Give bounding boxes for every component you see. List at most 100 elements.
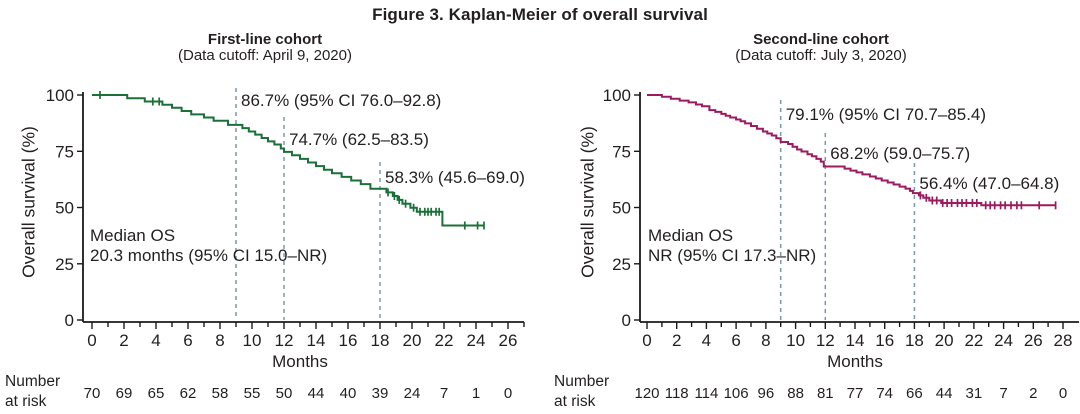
figure-title: Figure 3. Kaplan-Meier of overall surviv… bbox=[372, 5, 708, 24]
number-at-risk-value: 62 bbox=[180, 385, 197, 402]
median-os-annotation: Median OS 20.3 months (95% CI 15.0–NR) bbox=[90, 226, 327, 266]
data-cutoff: (Data cutoff: July 3, 2020) bbox=[735, 47, 907, 64]
number-at-risk-value: 31 bbox=[966, 385, 983, 402]
landmark-label: 68.2% (59.0–75.7) bbox=[830, 144, 970, 163]
number-at-risk-value: 96 bbox=[758, 385, 775, 402]
x-tick-label: 20 bbox=[403, 331, 422, 350]
x-axis-title: Months bbox=[272, 352, 328, 371]
cohort-title: First-line cohort bbox=[207, 31, 323, 48]
landmark-label: 74.7% (62.5–83.5) bbox=[289, 130, 429, 149]
number-at-risk-values: 70 69 65 62 58 55 50 44 40 39 24 7 1 0 bbox=[84, 385, 513, 402]
y-tick-label: 25 bbox=[55, 255, 74, 274]
x-tick-label: 16 bbox=[875, 331, 894, 350]
number-at-risk-label-line2: at risk bbox=[5, 393, 47, 410]
x-tick-label: 8 bbox=[761, 331, 770, 350]
number-at-risk-value: 77 bbox=[847, 385, 864, 402]
number-at-risk-value: 81 bbox=[817, 385, 834, 402]
number-at-risk-label: Number at risk bbox=[5, 372, 60, 412]
x-tick-label: 10 bbox=[786, 331, 805, 350]
x-tick-label: 4 bbox=[151, 331, 160, 350]
y-tick-label: 50 bbox=[612, 199, 631, 218]
x-tick-label: 8 bbox=[215, 331, 224, 350]
y-tick-label: 50 bbox=[55, 199, 74, 218]
median-os-line1: Median OS bbox=[90, 226, 176, 245]
median-os-line2: NR (95% CI 17.3–NR) bbox=[648, 246, 817, 265]
x-tick-label: 26 bbox=[1024, 331, 1043, 350]
x-tick-label: 14 bbox=[307, 331, 326, 350]
y-tick-label: 0 bbox=[622, 311, 631, 330]
y-tick-label: 100 bbox=[46, 86, 74, 105]
number-at-risk-value: 2 bbox=[1029, 385, 1037, 402]
y-axis-title: Overall survival (%) bbox=[18, 126, 39, 278]
y-axis-title: Overall survival (%) bbox=[577, 126, 598, 278]
data-cutoff: (Data cutoff: April 9, 2020) bbox=[178, 47, 352, 64]
number-at-risk-value: 88 bbox=[787, 385, 804, 402]
number-at-risk-value: 44 bbox=[308, 385, 325, 402]
number-at-risk-value: 50 bbox=[276, 385, 293, 402]
censor-marks bbox=[99, 91, 485, 230]
x-tick-label: 22 bbox=[964, 331, 983, 350]
number-at-risk-value: 7 bbox=[440, 385, 448, 402]
landmark-label: 58.3% (45.6–69.0) bbox=[385, 168, 525, 187]
number-at-risk-value: 55 bbox=[244, 385, 261, 402]
number-at-risk-value: 70 bbox=[84, 385, 101, 402]
panel-second-line-cohort: 0 25 50 75 100 0 2 4 6 8 10 12 14 16 18 20 22 24 26 28 79.1%… bbox=[540, 0, 1080, 414]
x-tick-label: 4 bbox=[702, 331, 711, 350]
x-tick-label: 12 bbox=[275, 331, 294, 350]
tick-marks bbox=[634, 94, 1064, 329]
x-tick-label: 24 bbox=[994, 331, 1013, 350]
axes bbox=[639, 92, 1079, 323]
number-at-risk-value: 106 bbox=[724, 385, 749, 402]
number-at-risk-label-line1: Number bbox=[5, 373, 61, 390]
y-tick-label: 75 bbox=[55, 142, 74, 161]
number-at-risk-values: 120 118 114 106 96 88 81 77 74 66 44 31 7 2 0 bbox=[634, 385, 1067, 402]
panel-header: Second-line cohort (Data cutoff: July 3,… bbox=[735, 32, 906, 64]
y-tick-label: 100 bbox=[603, 86, 631, 105]
median-os-annotation: Median OS NR (95% CI 17.3–NR) bbox=[648, 226, 816, 266]
x-tick-label: 18 bbox=[371, 331, 390, 350]
x-tick-label: 12 bbox=[816, 331, 835, 350]
x-tick-label: 2 bbox=[119, 331, 128, 350]
landmark-label: 79.1% (95% CI 70.7–85.4) bbox=[786, 105, 986, 124]
y-tick-label: 75 bbox=[612, 142, 631, 161]
x-tick-label: 6 bbox=[731, 331, 740, 350]
median-os-line1: Median OS bbox=[648, 226, 734, 245]
number-at-risk-value: 1 bbox=[472, 385, 480, 402]
axes bbox=[82, 92, 524, 323]
km-curve bbox=[92, 94, 484, 227]
number-at-risk-value: 69 bbox=[116, 385, 133, 402]
x-tick-label: 0 bbox=[642, 331, 651, 350]
number-at-risk-value: 66 bbox=[906, 385, 923, 402]
number-at-risk-value: 74 bbox=[876, 385, 893, 402]
x-tick-label: 26 bbox=[499, 331, 518, 350]
x-tick-label: 18 bbox=[905, 331, 924, 350]
number-at-risk-value: 65 bbox=[148, 385, 165, 402]
km-curve bbox=[647, 94, 1056, 207]
number-at-risk-label-line1: Number bbox=[554, 373, 610, 390]
number-at-risk-value: 39 bbox=[372, 385, 389, 402]
panel-first-line-cohort: 0 25 50 75 100 0 2 4 6 8 10 12 14 16 18 20 22 24 26 86.7% (… bbox=[5, 32, 525, 412]
number-at-risk-value: 0 bbox=[1059, 385, 1067, 402]
number-at-risk-value: 0 bbox=[504, 385, 512, 402]
number-at-risk-label: Number at risk bbox=[554, 372, 609, 412]
number-at-risk-value: 24 bbox=[404, 385, 421, 402]
x-tick-label: 16 bbox=[339, 331, 358, 350]
number-at-risk-value: 114 bbox=[694, 385, 718, 402]
cohort-title: Second-line cohort bbox=[753, 31, 889, 48]
x-tick-label: 22 bbox=[435, 331, 454, 350]
x-tick-label: 2 bbox=[672, 331, 681, 350]
x-tick-label: 10 bbox=[243, 331, 262, 350]
number-at-risk-label-line2: at risk bbox=[554, 393, 596, 410]
y-tick-label: 25 bbox=[612, 255, 631, 274]
x-tick-label: 14 bbox=[846, 331, 865, 350]
panel-header: First-line cohort (Data cutoff: April 9,… bbox=[178, 32, 352, 64]
censor-marks bbox=[919, 191, 1057, 210]
x-tick-label: 6 bbox=[183, 331, 192, 350]
number-at-risk-value: 40 bbox=[340, 385, 357, 402]
x-tick-label: 20 bbox=[935, 331, 954, 350]
number-at-risk-value: 7 bbox=[999, 385, 1007, 402]
landmark-label: 56.4% (47.0–64.8) bbox=[919, 174, 1059, 193]
x-axis-title: Months bbox=[827, 352, 883, 371]
